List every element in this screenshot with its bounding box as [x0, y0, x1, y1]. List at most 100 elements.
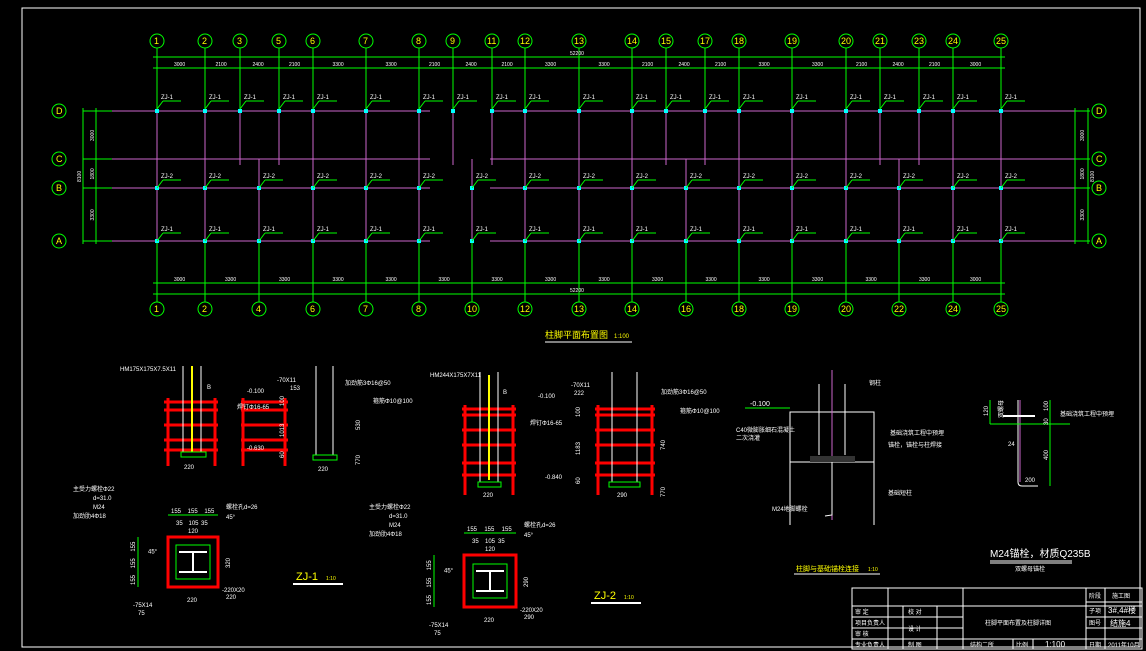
- column-label: ZJ-2: [796, 174, 809, 180]
- axis-label-row: A: [1096, 236, 1102, 246]
- dimension-bottom: 3300: [333, 277, 344, 283]
- anchor-nut: 双螺母: [997, 400, 1005, 418]
- base-bolt: M24地脚螺栓: [772, 505, 808, 513]
- column-label: ZJ-2: [476, 174, 489, 180]
- tb-scale-label: 比例: [1016, 641, 1028, 649]
- zj2-plan-section: 155351551551051551553515512029022045°45°…: [369, 503, 641, 637]
- stiffener: -75X14: [133, 603, 153, 609]
- axis-label-row: D: [56, 106, 63, 116]
- anchor-d2: 30: [1044, 418, 1050, 425]
- leader: [312, 100, 320, 110]
- column-marker: [523, 109, 527, 113]
- tb-scale: 1:100: [1045, 640, 1066, 649]
- dimension-row-left: 3000: [90, 130, 96, 141]
- base-found: 基础短柱: [888, 489, 912, 497]
- axis-bubble: [232, 33, 248, 49]
- column-marker: [844, 109, 848, 113]
- axis-bubble: [517, 301, 533, 317]
- zj2-elevation: [462, 372, 655, 495]
- leader: [278, 100, 286, 110]
- dimension-top: 2400: [253, 62, 264, 68]
- column-label: ZJ-2: [161, 174, 174, 180]
- axis-bubble: [358, 33, 374, 49]
- axis-label-top: 8: [416, 36, 421, 46]
- axis-bubble: [1091, 180, 1107, 196]
- leader: [845, 232, 853, 242]
- leader: [704, 100, 712, 110]
- axis-label-row: B: [56, 183, 62, 193]
- axis-bubble: [993, 301, 1009, 317]
- tb-stage: 施工图: [1112, 592, 1130, 600]
- base-connection-detail: [745, 370, 875, 525]
- leader: [952, 232, 960, 242]
- tb-no: 结施4: [1110, 618, 1131, 628]
- axis-label-row: B: [1096, 183, 1102, 193]
- dim-side: 155: [131, 541, 137, 552]
- dim-top: 155: [502, 527, 513, 533]
- axis-label-top: 1: [154, 36, 159, 46]
- dimension-bottom: 3300: [652, 277, 663, 283]
- column-label: ZJ-1: [283, 95, 296, 101]
- leader: [1000, 100, 1008, 110]
- axis-bubble: [658, 33, 674, 49]
- leader: [578, 100, 586, 110]
- axis-bubble: [464, 301, 480, 317]
- dimension-top: 2400: [893, 62, 904, 68]
- leader: [791, 179, 799, 189]
- axis-bubble: [784, 301, 800, 317]
- axis-label-top: 18: [734, 36, 744, 46]
- dim-top: 155: [171, 509, 182, 515]
- tb-stage-label: 阶段: [1089, 592, 1101, 600]
- axis-bubble: [358, 301, 374, 317]
- dimension-top: 2100: [429, 62, 440, 68]
- zj2-w1: 220: [483, 493, 494, 499]
- zj1-h1: 530: [356, 419, 362, 430]
- dimension-bottom: 3000: [970, 277, 981, 283]
- axis-bubble: [911, 33, 927, 49]
- dim-top: 155: [204, 509, 215, 515]
- column-label: ZJ-1: [496, 95, 509, 101]
- axis-label-bottom: 4: [256, 304, 261, 314]
- zj1-h2: 770: [356, 454, 362, 465]
- axis-label-top: 7: [363, 36, 368, 46]
- dimension-row-right: 3000: [1080, 130, 1086, 141]
- leader: [578, 179, 586, 189]
- leader: [258, 179, 266, 189]
- leader: [578, 232, 586, 242]
- column-label: ZJ-2: [263, 174, 276, 180]
- zj2-plate: -70X11: [571, 383, 591, 389]
- leader: [524, 100, 532, 110]
- column-marker: [878, 109, 882, 113]
- zj1-cut-label: B: [207, 385, 211, 391]
- axis-bubble: [571, 33, 587, 49]
- bolt-note: 主受力螺栓Φ22: [369, 503, 411, 511]
- leader: [918, 100, 926, 110]
- base-title: 柱脚与基础锚栓连接: [796, 564, 859, 573]
- axis-label-top: 13: [574, 36, 584, 46]
- axis-bubble: [624, 301, 640, 317]
- zj1-elev-bot: -0.630: [247, 446, 265, 452]
- dimension-top: 2100: [715, 62, 726, 68]
- leader: [738, 100, 746, 110]
- axis-bubble: [697, 33, 713, 49]
- angle: 45°: [444, 568, 454, 574]
- axis-label-top: 12: [520, 36, 530, 46]
- column-marker: [737, 109, 741, 113]
- stiffener: -75X14: [429, 623, 449, 629]
- zj2-d3: 60: [576, 477, 582, 484]
- axis-label-top: 15: [661, 36, 671, 46]
- dimension-top: 3300: [812, 62, 823, 68]
- base-elev: -0.100: [750, 401, 770, 408]
- axis-bubble: [891, 301, 907, 317]
- dim-mid: 35: [201, 521, 208, 527]
- leader: [738, 179, 746, 189]
- axis-bubble: [51, 180, 67, 196]
- dimension-row-total-left: 8100: [77, 171, 83, 182]
- dimension-bottom: 3300: [492, 277, 503, 283]
- base-scale: 1:10: [868, 567, 878, 573]
- leader: [898, 179, 906, 189]
- column-marker: [664, 109, 668, 113]
- axis-bubble: [838, 301, 854, 317]
- column-marker: [417, 109, 421, 113]
- axis-bubble: [945, 301, 961, 317]
